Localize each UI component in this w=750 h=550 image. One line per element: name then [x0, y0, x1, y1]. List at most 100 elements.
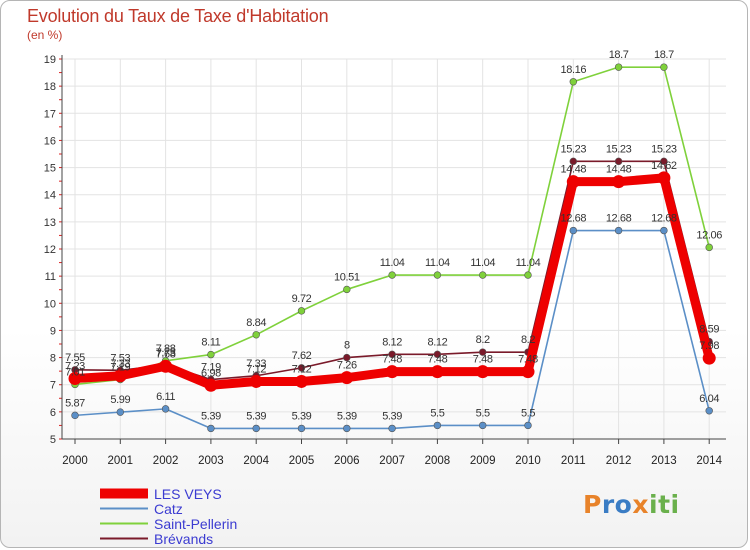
data-point-les-veys	[430, 365, 444, 379]
data-label-saint-pellerin: 8.11	[201, 337, 220, 349]
data-point-saint-pellerin	[569, 78, 577, 86]
data-label-catz: 12.68	[606, 213, 632, 225]
data-point-catz	[388, 424, 396, 433]
data-point-les-veys	[113, 369, 127, 383]
proxiti-logo: Proxiti	[583, 490, 680, 519]
data-point-catz	[569, 226, 577, 235]
data-label-les-veys: 7.48	[473, 354, 493, 366]
data-label-catz: 6.04	[699, 393, 719, 405]
data-label-les-veys: 7.68	[156, 348, 176, 360]
y-tick-label: 10	[44, 298, 56, 310]
data-label-brevands: 8.59	[699, 324, 719, 336]
data-label-saint-pellerin: 18.7	[609, 49, 629, 61]
data-label-catz: 6.11	[156, 391, 175, 403]
x-tick-label: 2009	[470, 455, 496, 467]
x-tick-label: 2001	[108, 455, 134, 467]
legend-item-brevands: Brévands	[100, 530, 237, 547]
data-label-saint-pellerin: 11.04	[380, 257, 405, 269]
data-point-saint-pellerin	[524, 271, 532, 279]
data-label-catz: 5.39	[337, 410, 357, 422]
data-label-brevands: 8.12	[382, 336, 402, 348]
data-point-brevands	[614, 157, 623, 166]
y-tick-label: 6	[50, 407, 56, 419]
data-point-saint-pellerin	[388, 271, 396, 279]
data-label-brevands: 15.23	[651, 143, 677, 155]
data-label-brevands: 8.12	[427, 336, 447, 348]
y-tick-label: 15	[44, 163, 56, 175]
legend-label-saint-pellerin: Saint-Pellerin	[154, 515, 238, 532]
y-tick-label: 16	[44, 135, 56, 147]
data-label-catz: 12.68	[561, 213, 587, 225]
x-tick-label: 2008	[425, 455, 451, 467]
data-label-brevands: 8.2	[476, 334, 490, 346]
data-label-les-veys: 7.33	[110, 358, 130, 370]
data-point-catz	[660, 226, 668, 235]
x-tick-label: 2002	[153, 455, 179, 467]
y-tick-label: 11	[45, 271, 56, 283]
x-tick-label: 2003	[198, 455, 224, 467]
x-tick-label: 2006	[334, 455, 360, 467]
data-point-catz	[614, 226, 623, 235]
data-label-les-veys: 6.98	[201, 367, 221, 379]
data-point-brevands	[660, 157, 668, 166]
data-point-les-veys	[68, 371, 82, 385]
data-label-catz: 5.5	[521, 407, 535, 419]
data-point-les-veys	[204, 378, 218, 392]
legend-item-catz: Catz	[100, 500, 237, 517]
x-tick-label: 2004	[243, 455, 269, 467]
legend-label-brevands: Brévands	[154, 530, 214, 547]
data-label-catz: 5.99	[110, 394, 130, 406]
data-label-saint-pellerin: 9.72	[292, 293, 312, 305]
data-point-les-veys	[476, 365, 490, 379]
data-label-les-veys: 7.48	[518, 354, 538, 366]
data-label-brevands: 7.19	[201, 362, 221, 374]
data-label-les-veys: 14.62	[651, 160, 677, 172]
x-tick-label: 2014	[696, 455, 722, 467]
data-point-catz	[297, 424, 306, 433]
data-point-les-veys	[702, 351, 716, 365]
legend-swatch-les-veys	[100, 488, 148, 499]
data-point-les-veys	[566, 175, 580, 189]
legend-label-catz: Catz	[154, 500, 183, 517]
x-tick-label: 2007	[379, 455, 405, 467]
data-label-saint-pellerin: 7.01	[65, 366, 85, 378]
legend: LES VEYS Catz Saint-Pellerin Brévands	[100, 486, 238, 547]
data-label-saint-pellerin: 18.7	[654, 49, 674, 61]
data-label-les-veys: 7.26	[337, 360, 357, 372]
data-label-catz: 5.39	[246, 410, 266, 422]
data-label-les-veys: 14.48	[561, 164, 587, 176]
data-point-les-veys	[612, 175, 626, 189]
y-tick-label: 17	[44, 108, 56, 120]
data-label-brevands: 15.23	[606, 143, 632, 155]
x-tick-label: 2000	[62, 455, 88, 467]
data-point-les-veys	[521, 365, 535, 379]
chart-subtitle: (en %)	[27, 28, 63, 42]
legend-swatch-brevands	[100, 537, 148, 540]
data-label-saint-pellerin: 11.04	[516, 257, 541, 269]
data-point-brevands	[388, 350, 396, 359]
data-label-brevands: 7.33	[246, 358, 266, 370]
data-label-brevands: 8.2	[521, 334, 535, 346]
y-tick-label: 19	[44, 54, 56, 66]
y-tick-label: 13	[44, 217, 56, 229]
data-point-saint-pellerin	[297, 307, 306, 315]
chart-title: Evolution du Taux de Taxe d'Habitation	[27, 6, 329, 26]
data-label-brevands: 7.55	[65, 352, 85, 364]
data-point-saint-pellerin	[343, 285, 351, 294]
data-label-les-veys: 7.12	[292, 363, 312, 375]
data-point-catz	[479, 421, 487, 430]
data-point-saint-pellerin	[207, 350, 215, 359]
x-tick-label: 2012	[606, 455, 632, 467]
data-point-brevands	[479, 348, 487, 356]
data-point-catz	[433, 421, 442, 430]
data-label-brevands: 15.23	[561, 143, 587, 155]
data-label-les-veys: 7.48	[427, 354, 447, 366]
data-label-les-veys: 7.23	[65, 360, 85, 372]
data-label-saint-pellerin: 10.51	[334, 271, 360, 283]
data-label-catz: 5.39	[292, 410, 312, 422]
data-point-catz	[524, 421, 532, 430]
legend-item-saint-pellerin: Saint-Pellerin	[100, 515, 238, 532]
data-point-saint-pellerin	[433, 271, 442, 279]
data-point-brevands	[297, 364, 306, 372]
